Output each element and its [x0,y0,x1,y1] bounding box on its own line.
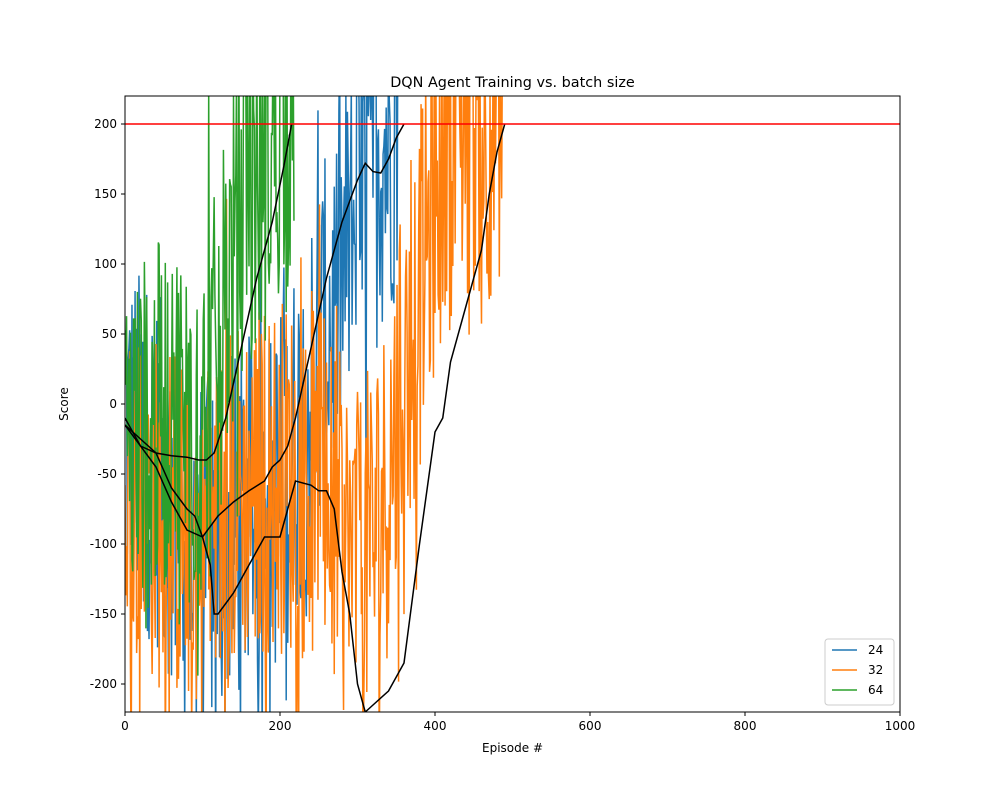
x-axis: 0 200 400 600 800 1000 [121,712,915,733]
moving-average-layer [125,123,506,712]
series-line-32 [125,96,503,712]
legend-frame [824,638,895,706]
x-tick-label: 800 [734,719,757,733]
legend-label-32: 32 [868,663,883,677]
x-axis-title: Episode # [482,741,543,755]
y-tick-label: -100 [90,537,117,551]
chart-title: DQN Agent Training vs. batch size [390,75,635,91]
moving-average-line-64 [125,123,293,461]
legend-label-64: 64 [868,683,883,697]
legend: 24 32 64 [824,638,895,706]
y-tick-label: 150 [94,187,117,201]
y-axis: -200 -150 -100 -50 0 50 100 150 200 [90,117,125,691]
y-tick-label: 0 [109,397,117,411]
series-line-64 [125,96,295,676]
y-tick-label: 200 [94,117,117,131]
y-tick-label: 100 [94,257,117,271]
moving-average-line-24 [125,123,405,538]
series-layer [125,96,503,712]
x-tick-label: 0 [121,719,129,733]
y-tick-label: -200 [90,677,117,691]
y-tick-label: -50 [97,467,117,481]
y-tick-label: -150 [90,607,117,621]
x-tick-label: 200 [269,719,292,733]
x-tick-label: 400 [424,719,447,733]
legend-label-24: 24 [868,643,883,657]
y-axis-title: Score [57,387,71,421]
x-tick-label: 600 [579,719,602,733]
moving-average-line-32 [125,123,506,712]
y-tick-label: 50 [102,327,117,341]
x-tick-label: 1000 [885,719,916,733]
